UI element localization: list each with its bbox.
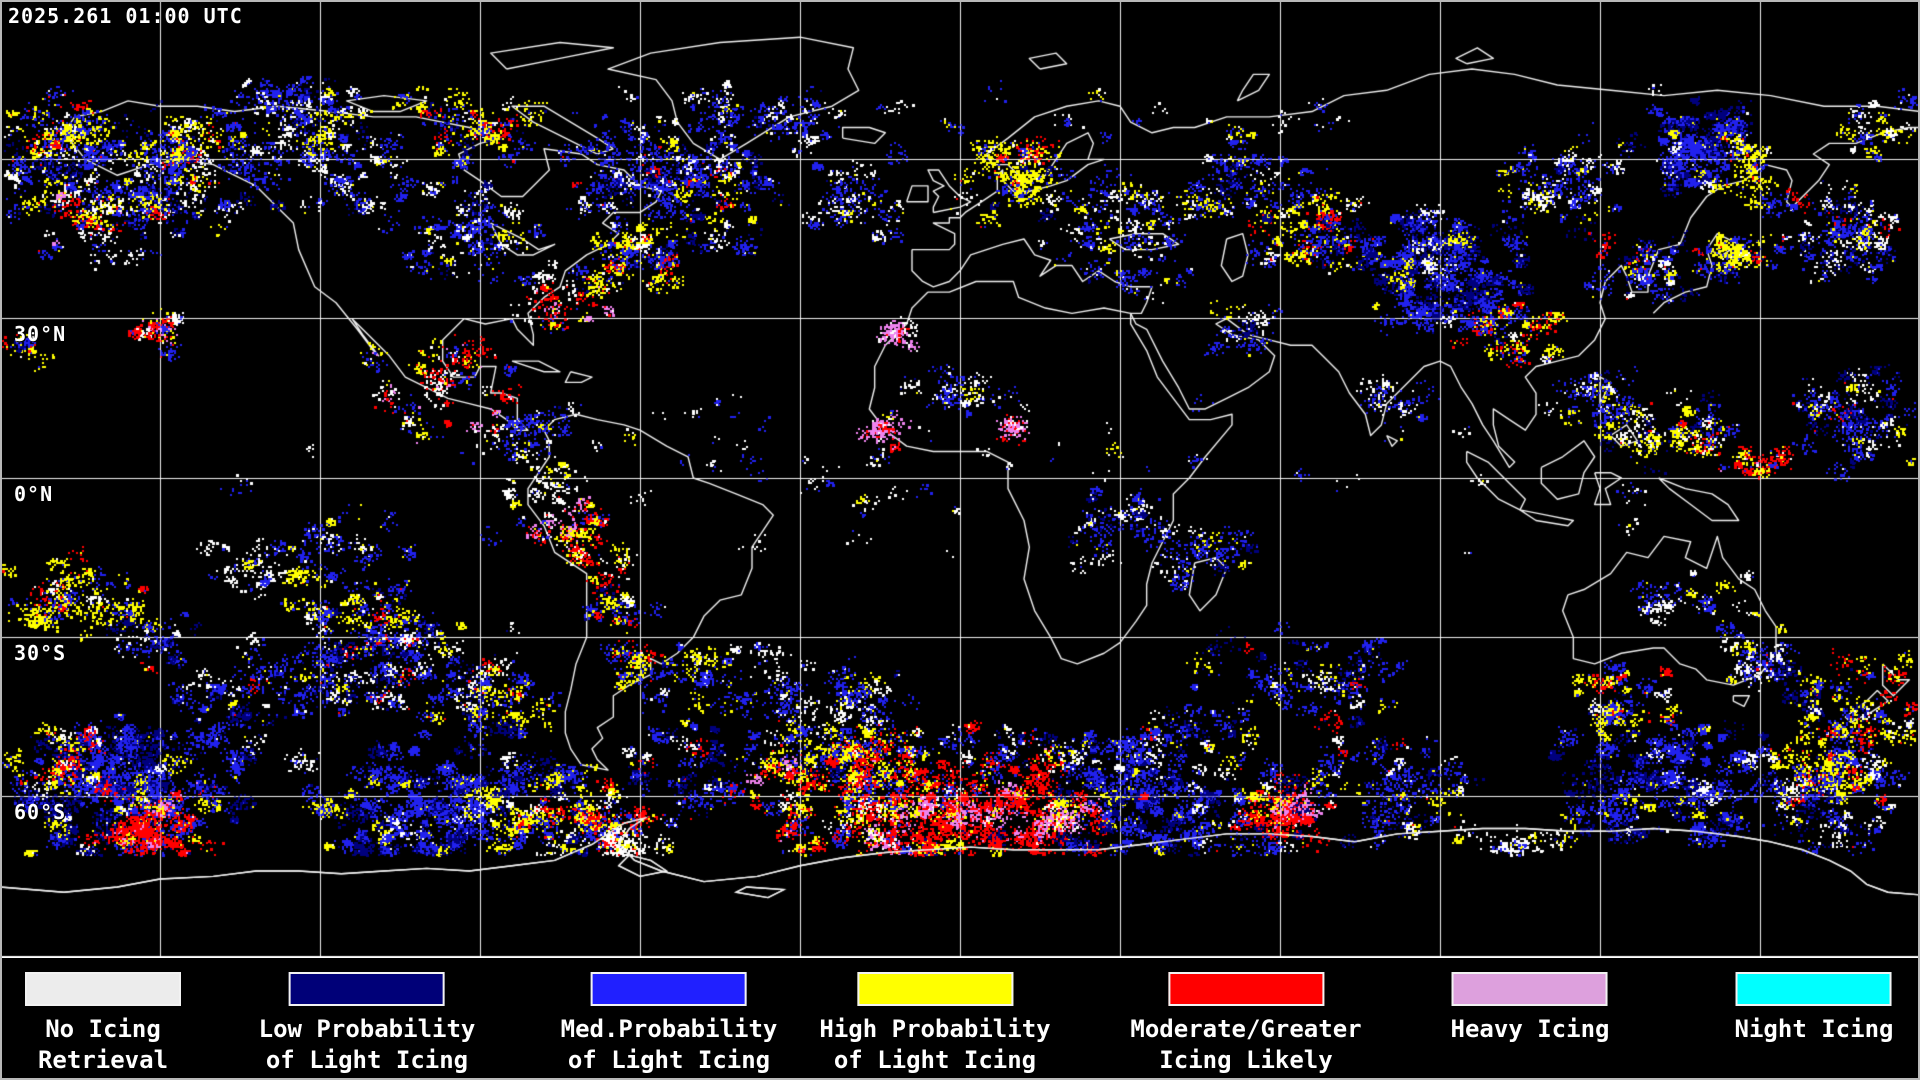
legend-label-line1: Night Icing — [1734, 1015, 1894, 1043]
legend-swatch — [1735, 972, 1892, 1006]
legend-item: High Probability of Light Icing — [819, 972, 1051, 1076]
latitude-label: 0°N — [14, 482, 54, 506]
legend-label-line2: of Light Icing — [265, 1046, 469, 1074]
legend-swatch — [289, 972, 445, 1006]
legend-swatch — [1168, 972, 1324, 1006]
latitude-label: 30°S — [14, 641, 67, 665]
legend-label-line1: Heavy Icing — [1450, 1015, 1610, 1043]
world-map-canvas — [0, 0, 1920, 958]
legend-swatch — [25, 972, 181, 1006]
legend-item: Moderate/Greater Icing Likely — [1130, 972, 1362, 1076]
latitude-label: 60°S — [14, 800, 67, 824]
legend-bar: No Icing Retrieval Low Probability of Light… — [0, 958, 1920, 1080]
legend-label-line2: of Light Icing — [567, 1046, 771, 1074]
legend-label-line1: Moderate/Greater — [1130, 1015, 1362, 1043]
latitude-label: 30°N — [14, 322, 67, 346]
legend-swatch — [1451, 972, 1608, 1006]
legend-item: Low Probability of Light Icing — [258, 972, 476, 1076]
legend-swatch — [857, 972, 1013, 1006]
legend-item: Med.Probability of Light Icing — [560, 972, 778, 1076]
legend-label-line1: Low Probability — [258, 1015, 476, 1043]
legend-item: Heavy Icing — [1450, 972, 1610, 1045]
legend-label-line2: of Light Icing — [833, 1046, 1037, 1074]
legend-label-line1: High Probability — [819, 1015, 1051, 1043]
legend-label-line2: Retrieval — [37, 1046, 169, 1074]
legend-label-line1: Med.Probability — [560, 1015, 778, 1043]
legend-label-line2: Icing Likely — [1159, 1046, 1333, 1074]
legend-swatch — [591, 972, 747, 1006]
timestamp-label: 2025.261 01:00 UTC — [8, 4, 243, 28]
legend-item: Night Icing — [1734, 972, 1894, 1045]
legend-item: No Icing Retrieval — [25, 972, 181, 1076]
legend-label-line1: No Icing — [45, 1015, 161, 1043]
